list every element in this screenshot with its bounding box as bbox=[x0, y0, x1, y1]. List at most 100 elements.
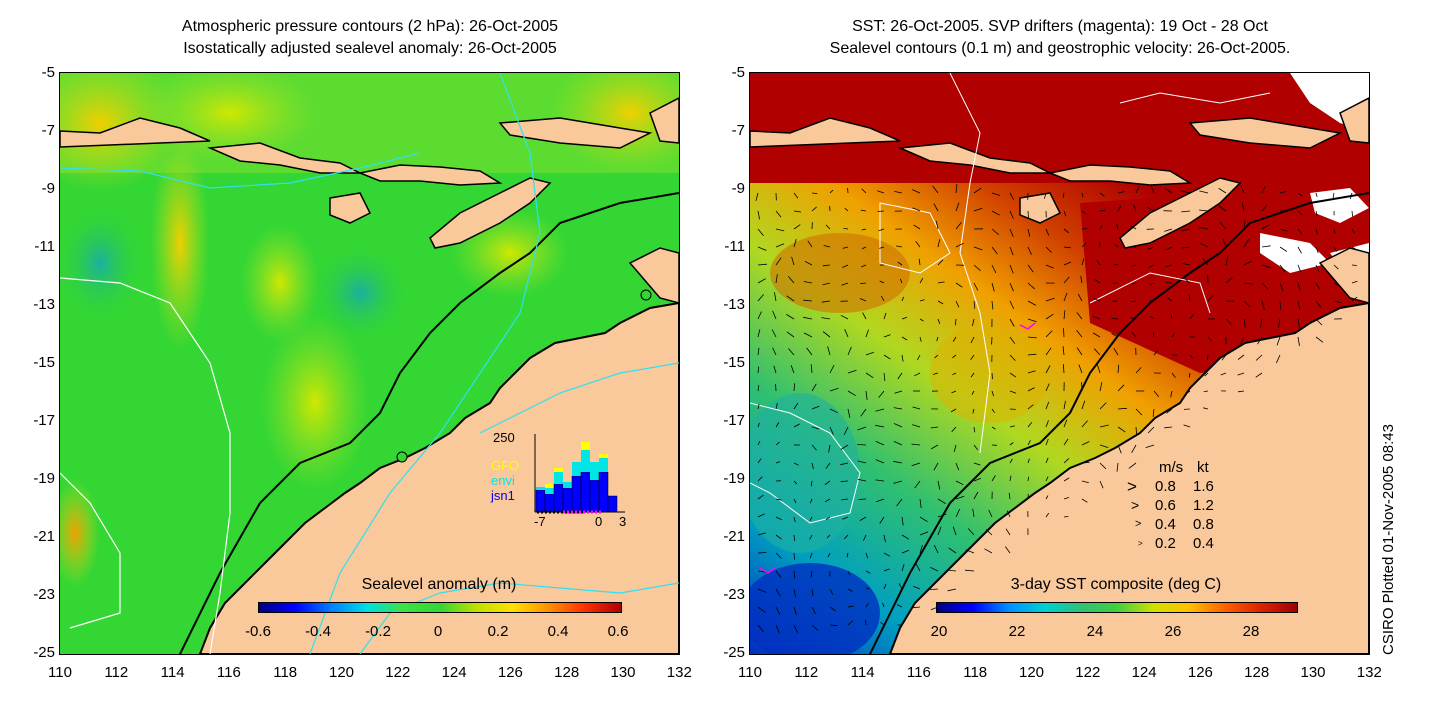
velocity-arrow bbox=[953, 444, 957, 453]
velocity-arrow bbox=[847, 570, 851, 576]
velocity-arrow bbox=[1207, 295, 1214, 302]
velocity-arrow bbox=[1181, 210, 1191, 213]
velocity-arrow bbox=[1207, 354, 1209, 361]
velocity-legend-kt: 0.4 bbox=[1193, 535, 1214, 552]
velocity-arrow bbox=[893, 480, 903, 484]
velocity-arrow bbox=[1164, 426, 1173, 429]
velocity-arrow bbox=[951, 426, 957, 433]
velocity-arrow bbox=[1009, 442, 1014, 446]
velocity-arrow bbox=[1225, 318, 1232, 325]
velocity-arrow bbox=[1076, 312, 1083, 320]
velocity-arrow bbox=[1315, 318, 1323, 326]
velocity-arrow bbox=[821, 317, 831, 320]
velocity-arrow bbox=[1351, 246, 1356, 250]
velocity-arrow bbox=[829, 387, 839, 392]
velocity-arrow bbox=[793, 402, 799, 410]
velocity-arrow bbox=[861, 188, 867, 194]
velocity-arrow bbox=[1080, 275, 1083, 284]
velocity-arrow bbox=[1164, 246, 1173, 251]
svp-drifter-track bbox=[1019, 322, 1036, 330]
velocity-arrow bbox=[1045, 495, 1049, 500]
velocity-arrow bbox=[877, 190, 885, 194]
velocity-arrow bbox=[811, 444, 817, 451]
velocity-arrow bbox=[1004, 546, 1011, 554]
velocity-arrow bbox=[788, 348, 795, 356]
velocity-arrow bbox=[1116, 462, 1119, 472]
velocity-arrow bbox=[1131, 444, 1137, 453]
velocity-arrow bbox=[991, 300, 994, 310]
velocity-arrow bbox=[894, 390, 903, 394]
left-x-tick-label: 126 bbox=[497, 664, 523, 681]
velocity-arrow bbox=[810, 570, 813, 578]
geostrophic-velocity-arrows bbox=[755, 183, 1358, 634]
aru-land bbox=[1318, 247, 1369, 304]
velocity-legend: m/s kt > 0.8 1.6 > 0.6 1.2 > 0.4 0.8 > 0… bbox=[1127, 458, 1214, 553]
velocity-arrow bbox=[757, 552, 767, 554]
velocity-arrow bbox=[935, 220, 939, 230]
sumba-island bbox=[1019, 192, 1062, 224]
right-y-tick-label: -7 bbox=[731, 122, 745, 139]
velocity-arrow bbox=[883, 354, 891, 360]
velocity-arrow-icon: > bbox=[1135, 518, 1142, 530]
satellite-pass-histogram bbox=[534, 434, 625, 514]
velocity-arrow bbox=[865, 372, 874, 379]
velocity-legend-header-kt: kt bbox=[1197, 459, 1209, 476]
velocity-arrow bbox=[971, 390, 975, 395]
left-y-tick-label: -7 bbox=[41, 122, 55, 139]
velocity-arrow bbox=[803, 316, 813, 320]
velocity-arrow bbox=[1315, 264, 1320, 272]
velocity-arrow bbox=[1279, 228, 1288, 232]
velocity-arrow bbox=[1315, 246, 1319, 254]
velocity-arrow bbox=[1171, 333, 1175, 338]
velocity-arrow bbox=[1081, 441, 1090, 446]
velocity-arrow bbox=[757, 246, 767, 251]
sst-map[interactable] bbox=[749, 72, 1370, 655]
velocity-arrow bbox=[809, 516, 813, 521]
velocity-arrow bbox=[847, 605, 854, 608]
velocity-arrow bbox=[952, 354, 957, 359]
velocity-arrow bbox=[984, 548, 993, 554]
velocity-arrow bbox=[1092, 315, 1101, 320]
right-x-tick-label: 128 bbox=[1244, 664, 1270, 681]
velocity-arrow bbox=[937, 513, 947, 518]
velocity-arrow bbox=[1117, 364, 1120, 374]
banda-islands bbox=[498, 117, 653, 149]
velocity-arrow bbox=[844, 329, 849, 338]
right-y-tick-label: -23 bbox=[723, 586, 745, 603]
right-y-tick-label: -11 bbox=[724, 238, 745, 255]
velocity-arrow bbox=[859, 298, 867, 302]
sealevel-contour bbox=[879, 202, 951, 274]
velocity-arrow bbox=[952, 526, 957, 536]
velocity-arrow bbox=[1062, 192, 1065, 198]
velocity-arrow bbox=[1062, 364, 1065, 374]
velocity-arrow bbox=[1045, 297, 1055, 302]
velocity-arrow bbox=[901, 316, 908, 320]
pressure-contour bbox=[60, 152, 421, 189]
velocity-arrow bbox=[843, 228, 849, 230]
velocity-arrow bbox=[829, 364, 835, 374]
sealevel-anomaly-map[interactable] bbox=[59, 72, 680, 655]
velocity-arrow bbox=[883, 552, 890, 557]
velocity-arrow bbox=[881, 295, 885, 302]
velocity-arrow bbox=[1237, 354, 1245, 360]
velocity-arrow bbox=[1261, 300, 1265, 310]
velocity-arrow bbox=[1027, 422, 1033, 428]
velocity-legend-kt: 1.2 bbox=[1193, 497, 1214, 514]
velocity-arrow bbox=[1009, 372, 1017, 378]
velocity-arrow bbox=[1260, 318, 1263, 328]
velocity-arrow bbox=[1063, 458, 1070, 464]
velocity-arrow bbox=[1027, 264, 1034, 273]
velocity-arrow bbox=[1218, 188, 1227, 194]
velocity-arrow bbox=[883, 312, 887, 320]
velocity-arrow bbox=[811, 426, 820, 430]
velocity-legend-header-ms: m/s bbox=[1159, 459, 1184, 476]
velocity-legend-ms: 0.4 bbox=[1155, 516, 1176, 533]
velocity-arrow bbox=[793, 238, 797, 248]
velocity-arrow bbox=[775, 534, 782, 540]
velocity-arrow bbox=[988, 509, 993, 518]
velocity-arrow bbox=[793, 383, 795, 392]
velocity-arrow bbox=[1182, 263, 1191, 266]
velocity-arrow bbox=[915, 564, 921, 572]
velocity-arrow bbox=[875, 408, 885, 412]
velocity-arrow bbox=[757, 366, 760, 374]
